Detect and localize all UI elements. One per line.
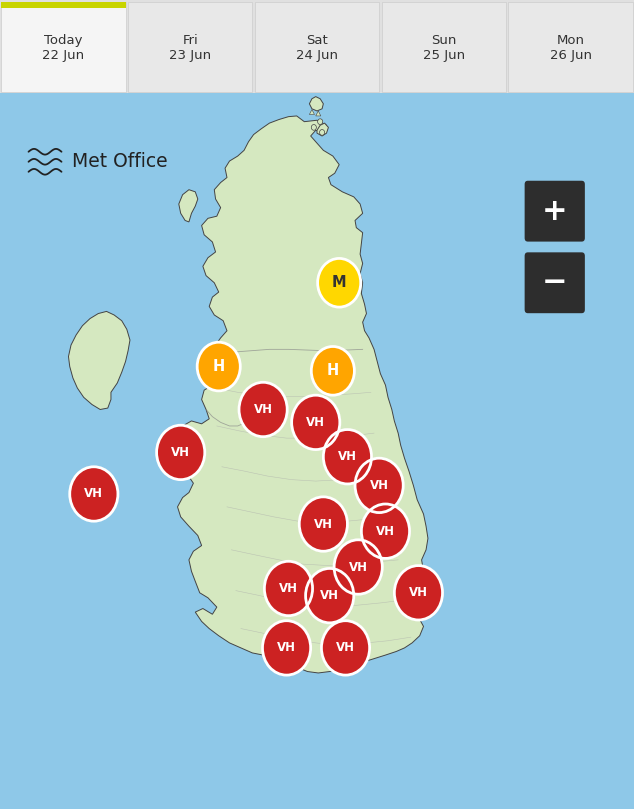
FancyBboxPatch shape bbox=[525, 252, 585, 313]
Text: VH: VH bbox=[171, 446, 190, 459]
Text: Met Office: Met Office bbox=[72, 152, 167, 172]
Text: VH: VH bbox=[277, 642, 296, 654]
Text: Sat
24 Jun: Sat 24 Jun bbox=[296, 34, 338, 62]
Circle shape bbox=[292, 395, 340, 450]
FancyBboxPatch shape bbox=[1, 2, 126, 8]
FancyBboxPatch shape bbox=[128, 2, 252, 92]
Circle shape bbox=[197, 342, 240, 391]
Circle shape bbox=[264, 561, 313, 616]
Circle shape bbox=[321, 621, 370, 676]
Polygon shape bbox=[179, 189, 198, 222]
Text: VH: VH bbox=[349, 561, 368, 574]
FancyBboxPatch shape bbox=[0, 93, 634, 809]
Text: Fri
23 Jun: Fri 23 Jun bbox=[169, 34, 211, 62]
Circle shape bbox=[311, 346, 354, 395]
Text: VH: VH bbox=[84, 488, 103, 501]
Text: Sun
25 Jun: Sun 25 Jun bbox=[423, 34, 465, 62]
Text: VH: VH bbox=[336, 642, 355, 654]
Text: H: H bbox=[212, 359, 225, 374]
Text: VH: VH bbox=[409, 587, 428, 599]
Circle shape bbox=[70, 467, 118, 521]
Circle shape bbox=[306, 569, 354, 623]
FancyBboxPatch shape bbox=[508, 2, 633, 92]
Polygon shape bbox=[178, 116, 428, 673]
Text: −: − bbox=[542, 269, 567, 297]
FancyBboxPatch shape bbox=[0, 0, 634, 93]
FancyBboxPatch shape bbox=[382, 2, 506, 92]
Circle shape bbox=[311, 125, 316, 130]
Text: VH: VH bbox=[320, 589, 339, 602]
Circle shape bbox=[323, 430, 372, 484]
Text: +: + bbox=[542, 197, 567, 226]
Circle shape bbox=[361, 504, 410, 558]
Circle shape bbox=[262, 621, 311, 676]
Polygon shape bbox=[309, 96, 323, 111]
Text: VH: VH bbox=[314, 518, 333, 531]
Circle shape bbox=[318, 119, 323, 125]
Circle shape bbox=[320, 129, 325, 135]
Circle shape bbox=[318, 258, 361, 307]
Text: VH: VH bbox=[376, 525, 395, 538]
Circle shape bbox=[157, 426, 205, 480]
Text: VH: VH bbox=[338, 451, 357, 464]
Circle shape bbox=[355, 458, 403, 513]
Text: M: M bbox=[332, 275, 347, 290]
Text: H: H bbox=[327, 363, 339, 379]
Polygon shape bbox=[317, 123, 328, 136]
Text: VH: VH bbox=[370, 479, 389, 492]
Polygon shape bbox=[68, 311, 130, 409]
Text: VH: VH bbox=[254, 403, 273, 416]
Circle shape bbox=[334, 540, 382, 594]
Text: Today
22 Jun: Today 22 Jun bbox=[42, 34, 84, 62]
Circle shape bbox=[239, 383, 287, 437]
Circle shape bbox=[394, 565, 443, 620]
FancyBboxPatch shape bbox=[255, 2, 379, 92]
Polygon shape bbox=[309, 109, 314, 115]
Text: VH: VH bbox=[279, 582, 298, 595]
FancyBboxPatch shape bbox=[1, 2, 126, 92]
Polygon shape bbox=[316, 111, 321, 116]
Text: VH: VH bbox=[306, 416, 325, 429]
Circle shape bbox=[299, 497, 347, 551]
FancyBboxPatch shape bbox=[525, 180, 585, 242]
Text: Mon
26 Jun: Mon 26 Jun bbox=[550, 34, 592, 62]
